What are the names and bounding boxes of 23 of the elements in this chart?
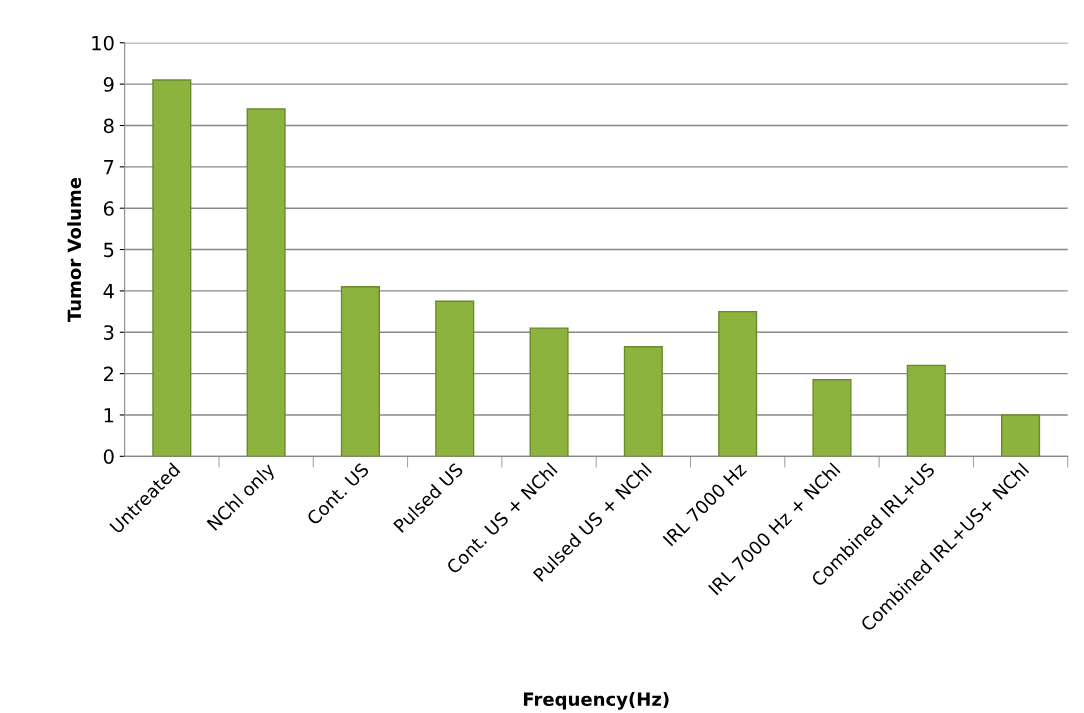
bar xyxy=(529,327,569,457)
bar xyxy=(340,286,380,457)
bar xyxy=(906,364,946,457)
bar xyxy=(435,300,475,457)
y-axis-title: Tumor Volume xyxy=(67,177,82,322)
y-tick-label: 3 xyxy=(104,325,114,340)
y-tick-label: 8 xyxy=(103,118,114,134)
y-tick-label: 1 xyxy=(104,408,114,423)
y-tick-label: 10 xyxy=(92,35,114,51)
bar xyxy=(718,310,758,457)
bar xyxy=(812,379,852,457)
bar xyxy=(152,79,192,457)
y-tick-label: 6 xyxy=(103,201,114,216)
y-tick-label: 2 xyxy=(103,366,113,381)
x-axis-title: Frequency(Hz) xyxy=(523,692,669,710)
y-tick-label: 0 xyxy=(103,449,114,464)
y-tick-label: 4 xyxy=(103,284,114,299)
y-tick-label: 5 xyxy=(104,242,114,258)
bar xyxy=(246,108,286,457)
y-tick-label: 9 xyxy=(103,77,114,92)
bar xyxy=(623,346,663,457)
y-tick-label: 7 xyxy=(104,160,114,175)
bar xyxy=(1001,414,1041,457)
